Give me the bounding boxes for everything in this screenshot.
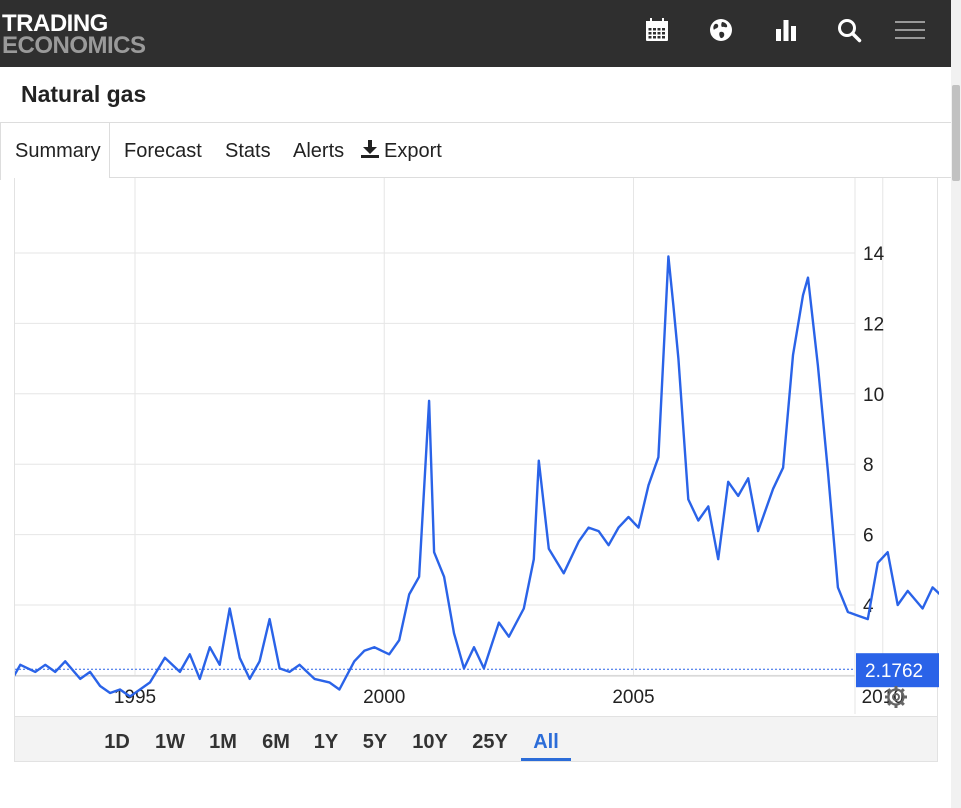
page-scrollbar[interactable] <box>951 0 961 808</box>
y-tick-label: 12 <box>863 314 884 335</box>
y-tick-label: 14 <box>863 244 885 265</box>
range-1w-button[interactable]: 1W <box>155 731 185 753</box>
bar-chart-icon[interactable] <box>772 16 800 44</box>
y-tick-label: 6 <box>863 526 874 547</box>
chart-grid <box>15 178 884 714</box>
globe-icon[interactable] <box>707 16 735 44</box>
menu-icon[interactable] <box>894 16 926 44</box>
tab-alerts[interactable]: Alerts <box>293 140 345 162</box>
top-navigation-bar: TRADING ECONOMICS <box>0 0 951 67</box>
range-all-button[interactable]: All <box>521 717 571 761</box>
range-6m-button[interactable]: 6M <box>262 731 290 753</box>
y-tick-label: 10 <box>863 385 884 406</box>
tab-export[interactable]: Export <box>360 123 442 179</box>
range-1m-button[interactable]: 1M <box>209 731 237 753</box>
search-icon[interactable] <box>835 16 863 44</box>
y-tick-label: 8 <box>863 455 874 476</box>
site-logo[interactable]: TRADING ECONOMICS <box>2 10 146 59</box>
x-axis: 199520002005201020152020 <box>114 687 904 708</box>
tab-summary[interactable]: Summary <box>0 123 110 180</box>
tab-stats[interactable]: Stats <box>225 140 271 162</box>
last-value-badge-bg <box>856 653 939 688</box>
x-tick-label: 2010 <box>862 687 904 708</box>
x-tick-label: 2000 <box>363 687 405 708</box>
last-value-badge: 2.1762 <box>856 653 939 688</box>
range-1y-button[interactable]: 1Y <box>313 731 339 753</box>
scrollbar-thumb[interactable] <box>952 85 960 181</box>
range-25y-button[interactable]: 25Y <box>472 731 508 753</box>
download-icon <box>361 140 379 158</box>
tab-bar: Summary Forecast Stats Alerts Export <box>0 122 951 180</box>
tab-export-label: Export <box>384 140 442 162</box>
range-10y-button[interactable]: 10Y <box>412 731 448 753</box>
page-title: Natural gas <box>21 81 147 107</box>
range-selector: 1D 1W 1M 6M 1Y 5Y 10Y 25Y All <box>14 716 938 762</box>
series-line-natural-gas[interactable] <box>15 255 939 708</box>
range-1d-button[interactable]: 1D <box>104 731 130 753</box>
y-axis: 4 6 8 10 12 14 <box>863 244 885 617</box>
last-value-label: 2.1762 <box>865 661 923 682</box>
range-5y-button[interactable]: 5Y <box>362 731 388 753</box>
tab-forecast[interactable]: Forecast <box>124 140 202 162</box>
calendar-icon[interactable] <box>643 16 671 44</box>
logo-line-2: ECONOMICS <box>2 32 146 59</box>
y-tick-label: 4 <box>863 596 874 617</box>
settings-gear-icon[interactable] <box>885 686 907 708</box>
x-tick-label: 2005 <box>612 687 654 708</box>
logo-line-1: TRADING <box>2 10 108 37</box>
